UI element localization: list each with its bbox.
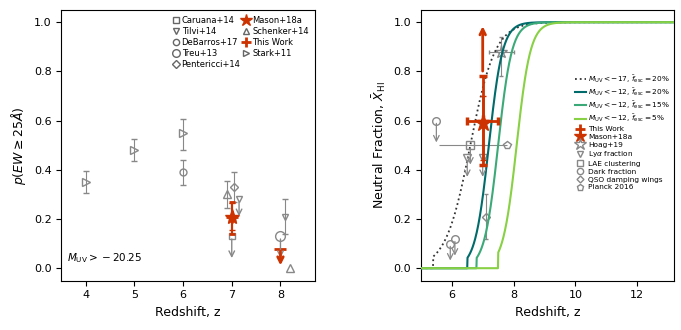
Legend: $M_{\rm UV}<-17$, $\bar{f}_{\rm esc}=20\%$, $M_{\rm UV}<-12$, $\bar{f}_{\rm esc}: $M_{\rm UV}<-17$, $\bar{f}_{\rm esc}=20\… xyxy=(574,72,671,191)
Text: $M_{\rm UV}>-20.25$: $M_{\rm UV}>-20.25$ xyxy=(67,251,142,265)
Y-axis label: Neutral Fraction, $\bar{X}_{\rm HI}$: Neutral Fraction, $\bar{X}_{\rm HI}$ xyxy=(370,81,388,209)
Legend: Caruana+14, Tilvi+14, DeBarros+17, Treu+13, Pentericci+14, Mason+18a, Schenker+1: Caruana+14, Tilvi+14, DeBarros+17, Treu+… xyxy=(171,14,311,71)
X-axis label: Redshift, z: Redshift, z xyxy=(515,306,580,319)
Y-axis label: $p(EW\geq25\AA)$: $p(EW\geq25\AA)$ xyxy=(10,106,29,184)
X-axis label: Redshift, z: Redshift, z xyxy=(155,306,221,319)
